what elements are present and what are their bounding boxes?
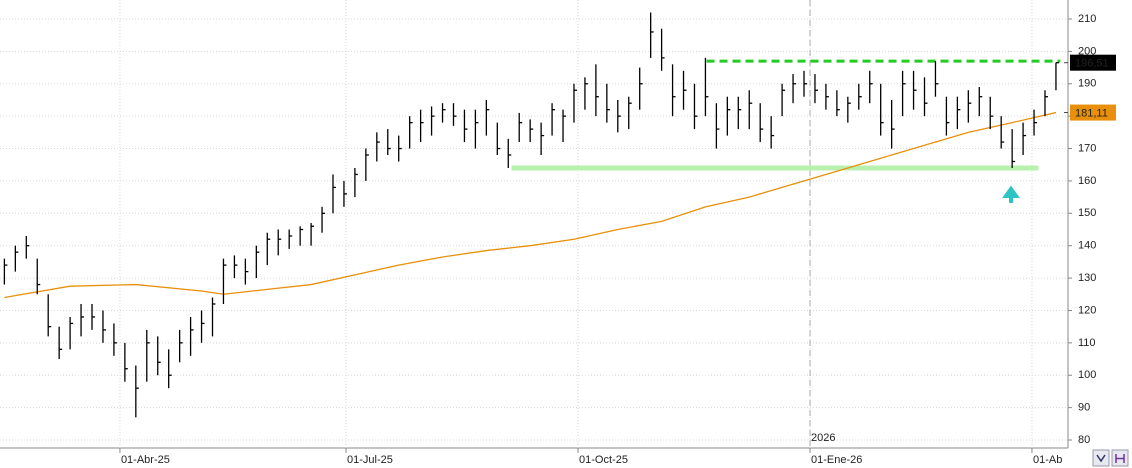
y-tick-label: 210 <box>1078 13 1096 25</box>
price-tag <box>1070 54 1116 71</box>
price-tag <box>1070 104 1116 121</box>
price-tag-label: 196,51 <box>1075 58 1109 70</box>
zoom-button[interactable] <box>1092 449 1110 467</box>
y-tick-label: 170 <box>1078 142 1096 154</box>
y-tick-label: 100 <box>1078 369 1096 381</box>
y-tick-label: 190 <box>1078 78 1096 90</box>
zoom-icon <box>1096 454 1106 463</box>
year-label: 2026 <box>811 432 835 444</box>
h-icon <box>1115 454 1125 463</box>
y-tick-label: 150 <box>1078 207 1096 219</box>
y-tick-label: 130 <box>1078 272 1096 284</box>
moving-average <box>4 111 1057 299</box>
arrow-annotation <box>1002 185 1020 203</box>
y-tick-label: 90 <box>1078 402 1090 414</box>
x-tick-label: 01-Jul-25 <box>347 454 393 466</box>
y-tick-label: 110 <box>1078 337 1096 349</box>
y-tick-label: 160 <box>1078 175 1096 187</box>
y-tick-label: 140 <box>1078 240 1096 252</box>
x-tick-label: 01-Abr-25 <box>121 454 170 466</box>
y-tick-label: 200 <box>1078 45 1096 57</box>
y-tick-label: 120 <box>1078 304 1096 316</box>
price-tag-label: 181,11 <box>1075 107 1108 119</box>
x-tick-label: 01-Ene-26 <box>811 454 862 466</box>
x-tick-label: 01-Ab <box>1033 454 1062 466</box>
y-tick-label: 80 <box>1078 434 1090 446</box>
x-tick-label: 01-Oct-25 <box>579 454 628 466</box>
